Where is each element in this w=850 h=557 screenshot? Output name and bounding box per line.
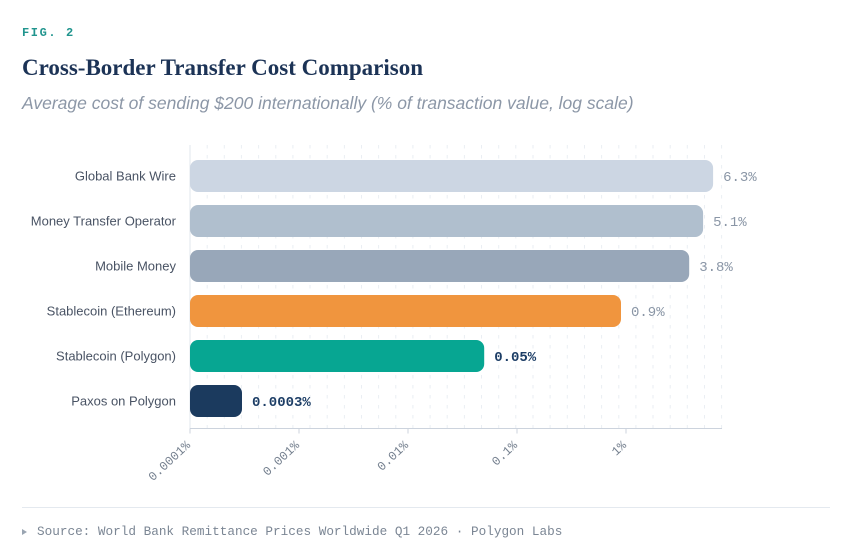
svg-text:Global Bank Wire: Global Bank Wire: [75, 169, 176, 184]
svg-text:Paxos on Polygon: Paxos on Polygon: [71, 394, 176, 409]
svg-text:0.01%: 0.01%: [375, 438, 412, 474]
svg-text:0.1%: 0.1%: [489, 438, 521, 469]
svg-text:0.05%: 0.05%: [494, 350, 537, 366]
svg-text:1%: 1%: [609, 438, 630, 459]
svg-text:0.001%: 0.001%: [261, 438, 304, 479]
svg-text:3.8%: 3.8%: [699, 260, 733, 276]
svg-text:Stablecoin (Polygon): Stablecoin (Polygon): [56, 349, 176, 364]
svg-text:0.0003%: 0.0003%: [252, 395, 311, 411]
svg-text:Mobile Money: Mobile Money: [95, 259, 176, 274]
svg-text:6.3%: 6.3%: [723, 170, 757, 186]
svg-text:Money Transfer Operator: Money Transfer Operator: [31, 214, 177, 229]
svg-text:Stablecoin (Ethereum): Stablecoin (Ethereum): [47, 304, 176, 319]
svg-text:0.9%: 0.9%: [631, 305, 665, 321]
svg-text:5.1%: 5.1%: [713, 215, 747, 231]
svg-text:0.0001%: 0.0001%: [146, 438, 194, 484]
